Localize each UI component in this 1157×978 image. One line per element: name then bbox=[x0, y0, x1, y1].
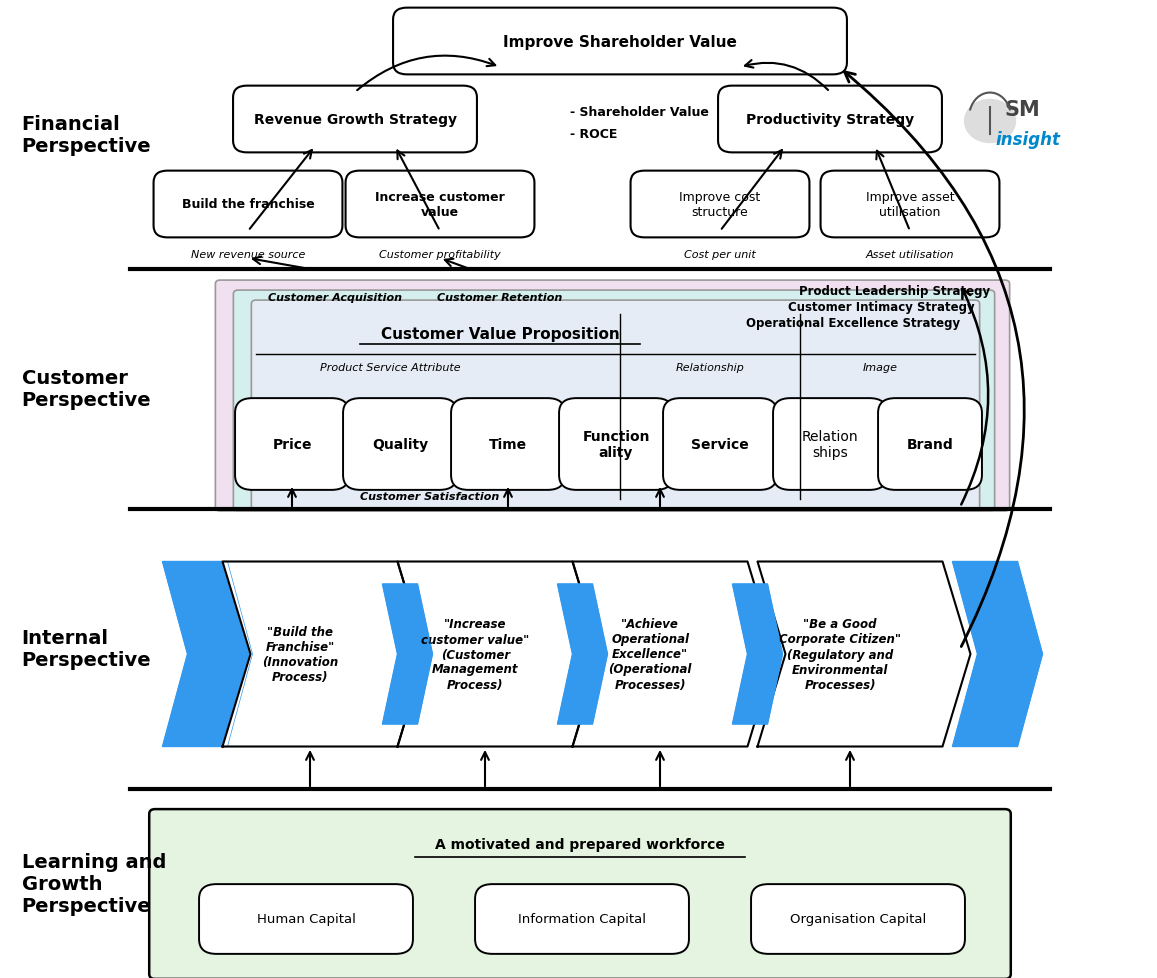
Polygon shape bbox=[222, 562, 426, 747]
Text: Improve Shareholder Value: Improve Shareholder Value bbox=[503, 34, 737, 50]
Text: Customer Retention: Customer Retention bbox=[437, 292, 562, 302]
Text: Price: Price bbox=[272, 437, 311, 452]
Text: "Build the
Franchise"
(Innovation
Process): "Build the Franchise" (Innovation Proces… bbox=[263, 625, 338, 684]
Text: "Achieve
Operational
Excellence"
(Operational
Processes): "Achieve Operational Excellence" (Operat… bbox=[609, 618, 692, 690]
Text: Financial
Perspective: Financial Perspective bbox=[22, 114, 152, 156]
Polygon shape bbox=[758, 562, 971, 747]
FancyBboxPatch shape bbox=[234, 290, 995, 511]
Text: Time: Time bbox=[489, 437, 528, 452]
Text: Asset utilisation: Asset utilisation bbox=[865, 249, 955, 260]
FancyBboxPatch shape bbox=[476, 884, 688, 954]
Text: Customer Value Proposition: Customer Value Proposition bbox=[381, 328, 619, 342]
Text: Information Capital: Information Capital bbox=[518, 912, 646, 925]
Text: Brand: Brand bbox=[907, 437, 953, 452]
Text: SM: SM bbox=[1005, 100, 1041, 120]
FancyBboxPatch shape bbox=[346, 171, 535, 238]
Text: Improve cost
structure: Improve cost structure bbox=[679, 191, 760, 219]
FancyBboxPatch shape bbox=[559, 399, 673, 490]
Text: - ROCE: - ROCE bbox=[570, 128, 618, 142]
Text: Increase customer
value: Increase customer value bbox=[375, 191, 504, 219]
Text: insight: insight bbox=[995, 131, 1060, 149]
Text: "Increase
customer value"
(Customer
Management
Process): "Increase customer value" (Customer Mana… bbox=[421, 618, 529, 690]
Text: Organisation Capital: Organisation Capital bbox=[790, 912, 926, 925]
FancyBboxPatch shape bbox=[773, 399, 887, 490]
FancyBboxPatch shape bbox=[663, 399, 778, 490]
FancyBboxPatch shape bbox=[751, 884, 965, 954]
Polygon shape bbox=[952, 562, 1042, 747]
Text: Improve asset
utilisation: Improve asset utilisation bbox=[865, 191, 955, 219]
Text: Customer Satisfaction: Customer Satisfaction bbox=[360, 492, 500, 502]
FancyBboxPatch shape bbox=[251, 301, 980, 511]
Polygon shape bbox=[732, 585, 782, 725]
FancyBboxPatch shape bbox=[233, 86, 477, 154]
FancyBboxPatch shape bbox=[718, 86, 942, 154]
FancyBboxPatch shape bbox=[199, 884, 413, 954]
FancyBboxPatch shape bbox=[451, 399, 565, 490]
FancyBboxPatch shape bbox=[631, 171, 810, 238]
Text: New revenue source: New revenue source bbox=[191, 249, 305, 260]
Text: Relation
ships: Relation ships bbox=[802, 429, 858, 460]
Polygon shape bbox=[558, 585, 607, 725]
Text: Build the franchise: Build the franchise bbox=[182, 199, 315, 211]
Text: Function
ality: Function ality bbox=[582, 429, 650, 460]
Text: Productivity Strategy: Productivity Strategy bbox=[746, 112, 914, 127]
FancyBboxPatch shape bbox=[149, 809, 1011, 978]
Text: Product Leadership Strategy: Product Leadership Strategy bbox=[798, 286, 990, 298]
Text: Image: Image bbox=[862, 363, 898, 373]
FancyBboxPatch shape bbox=[235, 399, 349, 490]
Polygon shape bbox=[573, 562, 775, 747]
Polygon shape bbox=[398, 562, 600, 747]
Text: Learning and
Growth
Perspective: Learning and Growth Perspective bbox=[22, 853, 165, 915]
Text: Internal
Perspective: Internal Perspective bbox=[22, 629, 152, 670]
Text: A motivated and prepared workforce: A motivated and prepared workforce bbox=[435, 837, 725, 851]
Text: Service: Service bbox=[691, 437, 749, 452]
Text: - Shareholder Value: - Shareholder Value bbox=[570, 106, 709, 118]
Polygon shape bbox=[162, 562, 252, 747]
Text: Revenue Growth Strategy: Revenue Growth Strategy bbox=[253, 112, 457, 127]
Polygon shape bbox=[383, 585, 433, 725]
Text: Human Capital: Human Capital bbox=[257, 912, 355, 925]
FancyBboxPatch shape bbox=[154, 171, 342, 238]
Text: Customer profitability: Customer profitability bbox=[379, 249, 501, 260]
Text: Relationship: Relationship bbox=[676, 363, 744, 373]
FancyBboxPatch shape bbox=[878, 399, 982, 490]
Text: Operational Excellence Strategy: Operational Excellence Strategy bbox=[746, 316, 960, 330]
Text: Cost per unit: Cost per unit bbox=[684, 249, 756, 260]
FancyBboxPatch shape bbox=[215, 281, 1010, 511]
Text: Quality: Quality bbox=[371, 437, 428, 452]
FancyBboxPatch shape bbox=[820, 171, 1000, 238]
Circle shape bbox=[965, 101, 1016, 144]
Text: Customer Intimacy Strategy: Customer Intimacy Strategy bbox=[788, 301, 975, 314]
Text: Customer Acquisition: Customer Acquisition bbox=[268, 292, 401, 302]
FancyBboxPatch shape bbox=[393, 9, 847, 75]
Text: Customer
Perspective: Customer Perspective bbox=[22, 369, 152, 410]
Text: "Be a Good
Corporate Citizen"
(Regulatory and
Environmental
Processes): "Be a Good Corporate Citizen" (Regulator… bbox=[779, 618, 901, 690]
FancyBboxPatch shape bbox=[344, 399, 457, 490]
Text: Product Service Attribute: Product Service Attribute bbox=[319, 363, 460, 373]
